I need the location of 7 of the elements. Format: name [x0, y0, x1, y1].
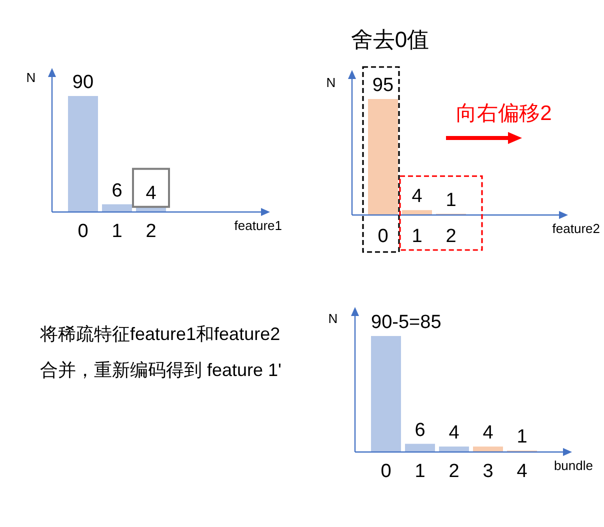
xlabel: feature2	[552, 221, 600, 236]
title: 舍去0值	[350, 27, 430, 52]
ylabel: N	[326, 75, 336, 90]
xlabel: feature1	[234, 218, 282, 233]
xlabel: bundle	[554, 458, 593, 473]
ylabel: N	[328, 311, 338, 326]
ylabel: N	[26, 70, 36, 85]
